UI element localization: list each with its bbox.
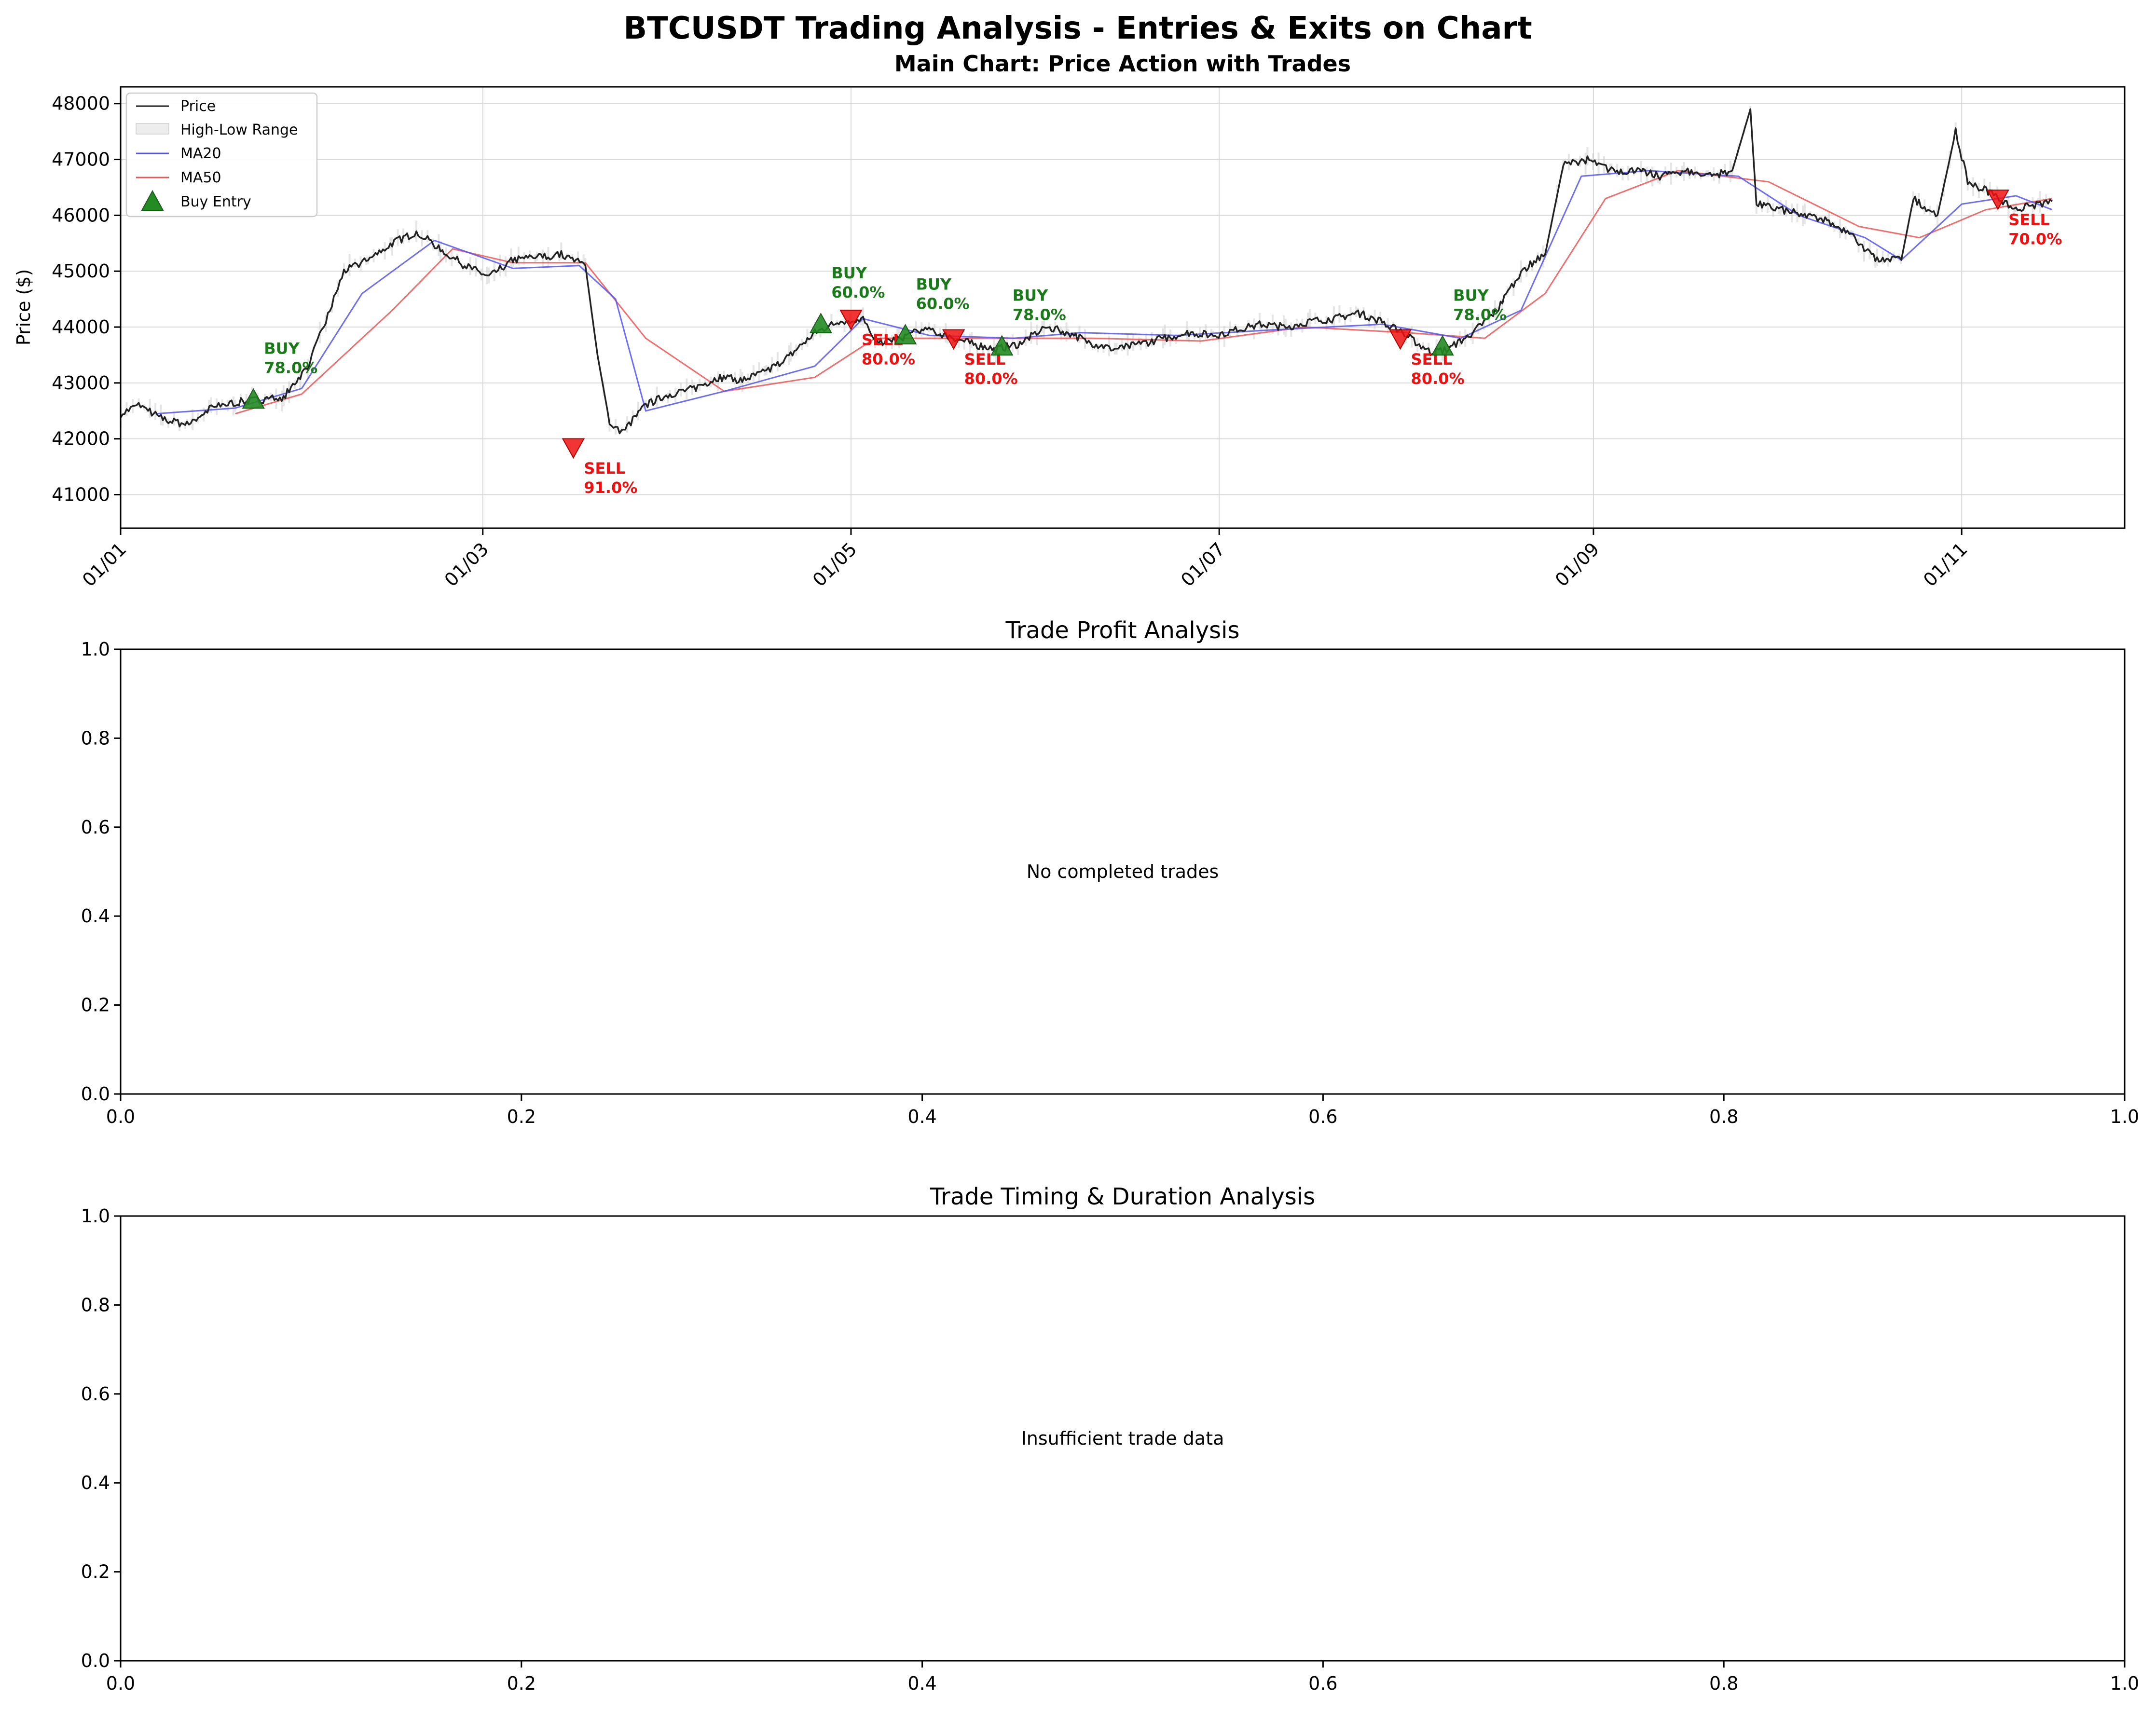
y-tick-label: 1.0 [81, 1205, 110, 1227]
y-tick-label: 44000 [52, 316, 110, 338]
timing-panel-message: Insufficient trade data [1021, 1428, 1224, 1449]
legend-ma50-label: MA50 [180, 169, 221, 186]
x-tick-label: 0.2 [507, 1106, 536, 1127]
legend-price-label: Price [180, 98, 216, 115]
x-tick-label: 0.4 [907, 1673, 936, 1694]
buy-entry-marker [990, 335, 1014, 356]
y-tick-label: 0.0 [81, 1083, 110, 1105]
sell-label: SELL [862, 331, 903, 349]
sell-confidence: 80.0% [1411, 369, 1465, 388]
y-tick-label: 47000 [52, 149, 110, 170]
y-tick-label: 0.4 [81, 905, 110, 927]
legend-frame [125, 92, 318, 218]
main-chart-frame [120, 86, 2126, 529]
timing-panel-axis-ticks: 0.0 0.2 0.4 0.6 0.8 1.0 0.0 0.2 0.4 0.6 0.8 1.0 [81, 1205, 2140, 1694]
y-tick-label: 0.8 [81, 727, 110, 749]
trade-markers: BUY78.0%SELL91.0%BUY60.0%SELL80.0%BUY60.… [242, 190, 2062, 497]
timing-panel-frame [120, 1215, 2126, 1662]
sell-exit-marker [839, 310, 863, 330]
figure-suptitle: BTCUSDT Trading Analysis - Entries & Exi… [623, 11, 1532, 46]
legend-buy-entry-label: Buy Entry [180, 193, 251, 210]
x-tick-label: 0.6 [1308, 1106, 1337, 1127]
x-tick-label: 0.2 [507, 1673, 536, 1694]
buy-label: BUY [1013, 287, 1048, 305]
y-tick-label: 0.4 [81, 1472, 110, 1493]
y-tick-label: 48000 [52, 93, 110, 114]
sell-exit-marker [1986, 190, 2009, 210]
profit-panel-message: No completed trades [1027, 861, 1219, 882]
legend-buy-entry-marker [141, 190, 164, 211]
profit-panel-frame [120, 648, 2126, 1095]
main-chart-legend: Price High-Low Range MA20 MA50 Buy Entry [125, 92, 318, 218]
y-tick-label: 0.6 [81, 817, 110, 838]
x-tick-label: 0.4 [907, 1106, 936, 1127]
buy-entry-marker [1431, 335, 1454, 356]
buy-confidence: 78.0% [264, 359, 317, 377]
price-line [120, 108, 2053, 435]
sell-confidence: 80.0% [964, 369, 1018, 388]
y-tick-label: 0.2 [81, 995, 110, 1016]
sell-confidence: 91.0% [584, 479, 637, 497]
ma50-line [235, 170, 2053, 415]
x-tick-label: 0.0 [106, 1106, 135, 1127]
x-tick-label: 1.0 [2110, 1673, 2139, 1694]
ma20-line [156, 170, 2053, 415]
x-tick-label: 0.0 [106, 1673, 135, 1694]
buy-entry-marker [893, 324, 917, 345]
buy-confidence: 60.0% [916, 294, 970, 313]
x-tick-label: 1.0 [2110, 1106, 2139, 1127]
main-y-axis-ticks: 41000 42000 43000 44000 45000 46000 47000 48000 [52, 93, 121, 506]
y-tick-label: 46000 [52, 205, 110, 226]
main-y-axis-label: Price ($) [13, 269, 34, 346]
y-tick-label: 41000 [52, 484, 110, 506]
x-tick-label: 0.8 [1709, 1106, 1738, 1127]
profit-panel-axis-ticks: 0.0 0.2 0.4 0.6 0.8 1.0 0.0 0.2 0.4 0.6 0.8 1.0 [81, 639, 2140, 1127]
y-tick-label: 42000 [52, 428, 110, 450]
trade-profit-panel: Trade Profit Analysis No completed trade… [81, 617, 2140, 1127]
trade-timing-panel: Trade Timing & Duration Analysis Insuffi… [81, 1183, 2140, 1694]
buy-label: BUY [264, 340, 300, 358]
profit-panel-title: Trade Profit Analysis [1005, 617, 1240, 644]
buy-entry-marker [809, 313, 833, 333]
sell-exit-marker [942, 329, 965, 350]
buy-confidence: 78.0% [1453, 306, 1507, 324]
y-tick-label: 0.6 [81, 1383, 110, 1405]
y-tick-label: 45000 [52, 260, 110, 282]
sell-label: SELL [584, 459, 625, 478]
main-price-chart: Main Chart: Price Action with Trades BUY… [13, 51, 2126, 591]
buy-entry-marker [242, 388, 265, 409]
y-tick-label: 0.8 [81, 1294, 110, 1315]
legend-range-label: High-Low Range [180, 122, 298, 138]
buy-confidence: 78.0% [1013, 306, 1066, 324]
sell-label: SELL [2008, 211, 2050, 229]
timing-panel-title: Trade Timing & Duration Analysis [930, 1183, 1315, 1210]
legend-range-swatch [136, 123, 169, 135]
legend-ma20-label: MA20 [180, 145, 221, 162]
y-tick-label: 1.0 [81, 639, 110, 660]
sell-confidence: 80.0% [862, 350, 915, 369]
x-tick-label: 0.8 [1709, 1673, 1738, 1694]
buy-confidence: 60.0% [831, 283, 885, 301]
buy-label: BUY [916, 275, 952, 293]
y-tick-label: 0.0 [81, 1650, 110, 1671]
buy-label: BUY [1453, 287, 1489, 305]
sell-exit-marker [1388, 329, 1412, 350]
x-tick-label: 0.6 [1308, 1673, 1337, 1694]
y-tick-label: 43000 [52, 372, 110, 394]
sell-confidence: 70.0% [2008, 230, 2062, 248]
buy-label: BUY [831, 264, 867, 282]
sell-exit-marker [562, 438, 585, 459]
y-tick-label: 0.2 [81, 1561, 110, 1583]
main-chart-title: Main Chart: Price Action with Trades [894, 51, 1351, 77]
